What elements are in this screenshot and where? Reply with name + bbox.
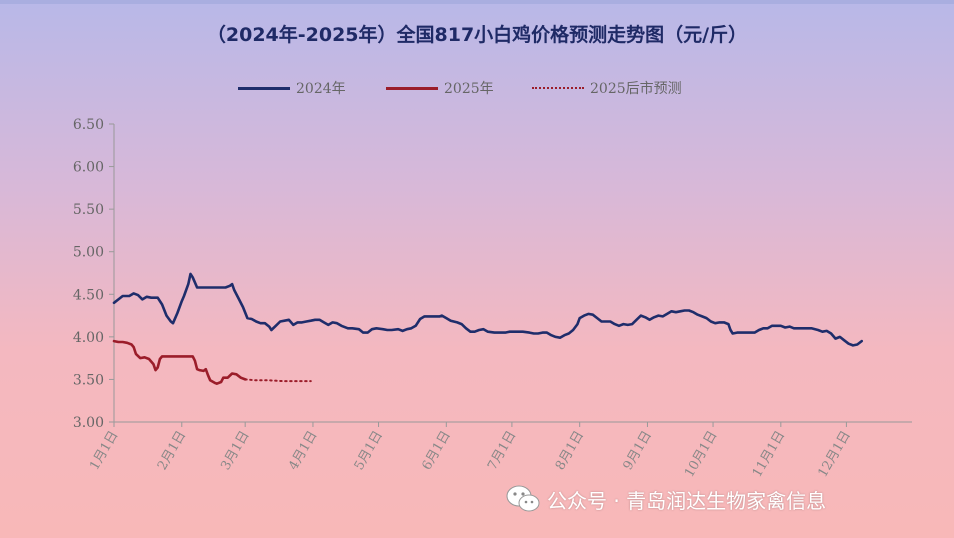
x-tick-label: 11月1日 [750,429,788,481]
legend: 2024年 2025年 2025后市预测 [0,78,954,98]
y-tick-label: 4.50 [73,287,104,303]
legend-label-forecast: 2025后市预测 [590,81,682,97]
x-tick-label: 5月1日 [352,429,386,473]
y-tick-label: 6.00 [73,160,104,176]
x-tick-label: 9月1日 [621,429,655,473]
series-line-forecast [244,378,312,383]
y-tick-label: 5.00 [73,245,104,261]
top-band [0,0,954,4]
legend-item-2024: 2024年 [238,78,346,98]
chart-title: （2024年-2025年）全国817小白鸡价格预测走势图（元/斤） [206,24,748,46]
x-tick-label: 12月1日 [815,429,853,481]
legend-item-2025: 2025年 [386,78,494,98]
series-line-2024 [112,272,864,347]
y-tick-label: 4.00 [73,330,104,346]
wechat-icon [506,485,540,512]
legend-label-2024: 2024年 [296,81,346,97]
y-tick-label: 3.50 [73,372,104,388]
x-tick-label: 10月1日 [682,429,720,481]
series-line-2025 [112,339,247,386]
y-tick-label: 5.50 [73,202,104,218]
x-tick-label: 6月1日 [420,429,454,473]
x-tick-label: 1月1日 [87,429,121,473]
legend-item-forecast: 2025后市预测 [532,78,682,98]
y-tick-label: 3.00 [73,415,104,431]
legend-label-2025: 2025年 [444,81,494,97]
legend-swatch-forecast [532,87,584,89]
x-tick-label: 2月1日 [155,429,189,473]
watermark: 公众号 · 青岛润达生物家禽信息 [505,484,826,514]
watermark-text: 公众号 · 青岛润达生物家禽信息 [547,488,827,513]
y-tick-label: 6.50 [73,117,104,133]
x-tick-label: 4月1日 [286,429,320,473]
legend-swatch-2025 [386,86,438,90]
x-tick-label: 7月1日 [485,429,519,473]
legend-swatch-2024 [238,86,290,90]
x-tick-label: 8月1日 [553,429,587,473]
x-tick-label: 3月1日 [218,429,252,473]
